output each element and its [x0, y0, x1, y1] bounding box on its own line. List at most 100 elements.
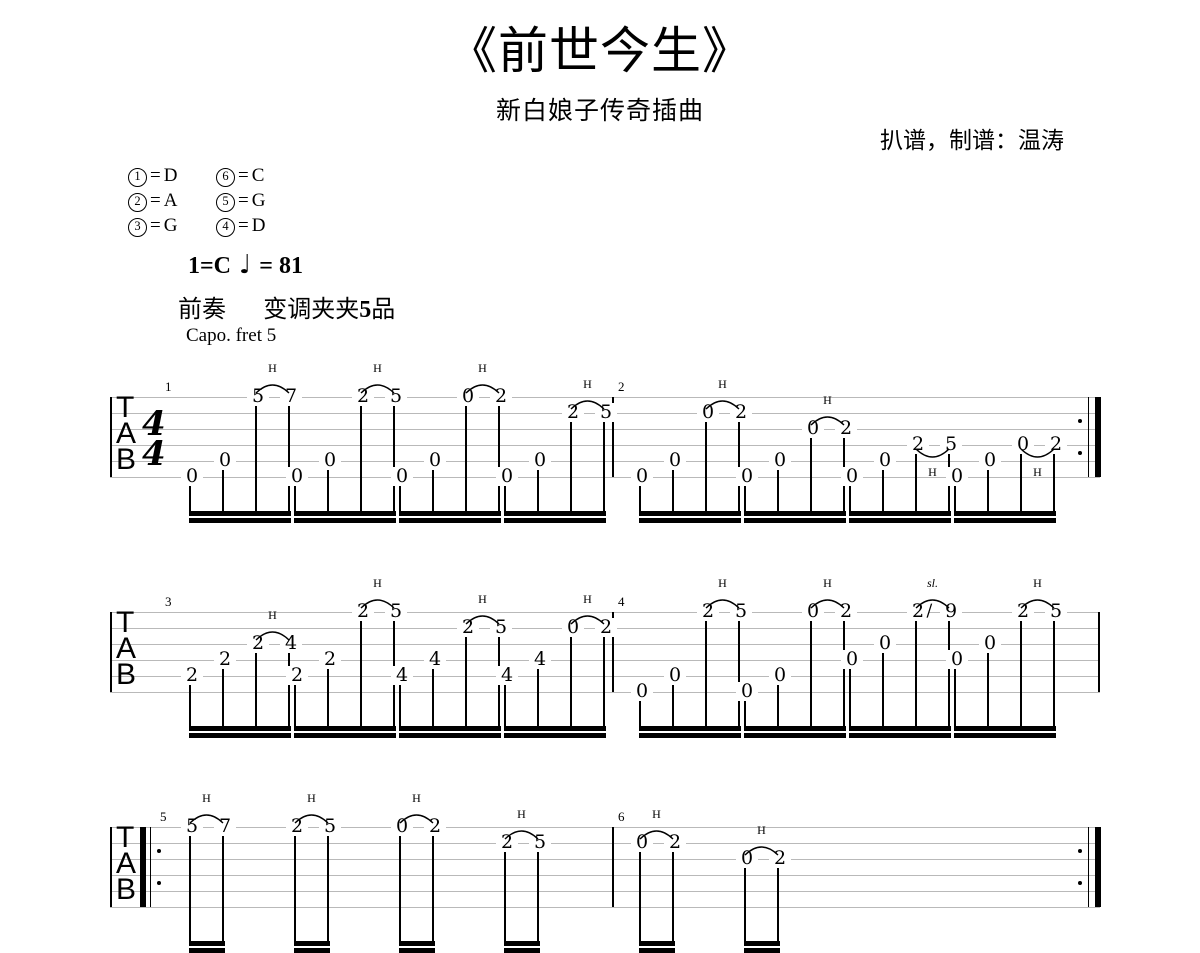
measure-number: 3	[165, 594, 172, 609]
tab-clef-letter: T	[116, 606, 135, 639]
tab-clef-letter: B	[116, 443, 137, 476]
slur-arc	[810, 592, 845, 609]
tuning-pitch: C	[251, 165, 265, 186]
note-stem	[294, 682, 296, 726]
beam	[744, 726, 846, 731]
tuning-pitch: G	[251, 190, 266, 211]
note-stem	[810, 435, 812, 511]
note-stem	[639, 483, 641, 511]
note-stem	[738, 618, 740, 726]
fret-number: 0	[874, 634, 896, 653]
tuning-row: 2 = A 5 = G	[128, 188, 304, 213]
fret-number: 2	[562, 403, 584, 422]
fret-number: 0	[457, 387, 479, 406]
note-stem	[744, 698, 746, 726]
fret-number: 0	[562, 618, 584, 637]
note-stem	[738, 419, 740, 511]
note-stem	[570, 634, 572, 726]
note-stem	[189, 833, 191, 941]
fret-number: 0	[736, 682, 758, 701]
staff-line	[110, 843, 1100, 844]
staff-line	[110, 461, 1100, 462]
hammer-on-marking: H	[478, 592, 487, 606]
note-stem	[504, 682, 506, 726]
staff-line	[110, 644, 1100, 645]
hammer-on-marking: H	[307, 791, 316, 805]
note-stem	[498, 403, 500, 511]
note-stem	[672, 467, 674, 511]
staff-line	[110, 445, 1100, 446]
slur-arc	[465, 608, 500, 625]
beam-secondary	[504, 733, 606, 738]
capo-english: Capo. fret 5	[186, 325, 277, 346]
fret-number: 0	[529, 451, 551, 470]
slur-arc	[705, 393, 740, 410]
slur-arc	[294, 807, 329, 824]
note-stem	[465, 403, 467, 511]
note-stem	[327, 833, 329, 941]
slur-arc	[570, 393, 605, 410]
equals-sign: =	[150, 215, 161, 236]
fret-number: 4	[424, 650, 446, 669]
fret-number: 0	[319, 451, 341, 470]
fret-number: 2	[697, 602, 719, 621]
note-stem	[705, 618, 707, 726]
beam-secondary	[189, 518, 291, 523]
staff-line	[110, 859, 1100, 860]
note-stem	[327, 467, 329, 511]
note-stem	[222, 666, 224, 726]
tuning-block: 1 = D 6 = C 2 = A 5 = G 3 = G 4 = D	[128, 163, 304, 238]
slur-arc	[744, 839, 779, 856]
tab-clef-letter: B	[116, 658, 137, 691]
fret-number: 0	[496, 467, 518, 486]
note-stem	[537, 467, 539, 511]
page-subtitle: 新白娘子传奇插曲	[495, 96, 704, 125]
measure-number: 5	[160, 809, 167, 824]
tab-clef-letter: T	[116, 821, 135, 854]
string-number-circle: 6	[216, 168, 235, 187]
beam-secondary	[504, 518, 606, 523]
fret-number: 2	[352, 387, 374, 406]
beam-secondary	[639, 948, 675, 953]
note-stem	[810, 618, 812, 726]
measure-number: 6	[618, 809, 625, 824]
fret-number: 4	[391, 666, 413, 685]
beam	[294, 941, 330, 946]
note-stem	[294, 483, 296, 511]
section-label: 前奏	[178, 295, 226, 323]
note-stem	[222, 467, 224, 511]
note-stem	[537, 666, 539, 726]
fret-number: 2	[352, 602, 374, 621]
staff-line	[110, 676, 1100, 677]
string-number-circle: 5	[216, 193, 235, 212]
hammer-on-marking: H	[823, 576, 832, 590]
note-stem	[843, 618, 845, 726]
repeat-dot	[157, 849, 161, 853]
fret-number: 5	[940, 435, 962, 454]
note-stem	[744, 483, 746, 511]
note-stem	[987, 467, 989, 511]
fret-number: 0	[841, 467, 863, 486]
quarter-note-icon: ♩	[239, 250, 252, 280]
staff-line	[110, 875, 1100, 876]
tempo-bpm: 81	[278, 253, 303, 279]
measure-barline	[612, 612, 614, 692]
beam	[399, 726, 501, 731]
fret-number: 0	[631, 682, 653, 701]
slur-arc	[1020, 448, 1055, 465]
string-number-circle: 1	[128, 168, 147, 187]
note-stem	[432, 666, 434, 726]
fret-number: 2	[907, 602, 929, 621]
equals-sign: =	[238, 190, 249, 211]
beam-secondary	[744, 733, 846, 738]
fret-number: 0	[946, 467, 968, 486]
repeat-end-thick-barline	[1095, 827, 1101, 907]
slur-arc	[189, 807, 224, 824]
equals-sign: =	[150, 190, 161, 211]
note-stem	[255, 403, 257, 511]
slur-arc	[360, 592, 395, 609]
tuning-row: 3 = G 4 = D	[128, 213, 304, 238]
beam-secondary	[849, 518, 951, 523]
